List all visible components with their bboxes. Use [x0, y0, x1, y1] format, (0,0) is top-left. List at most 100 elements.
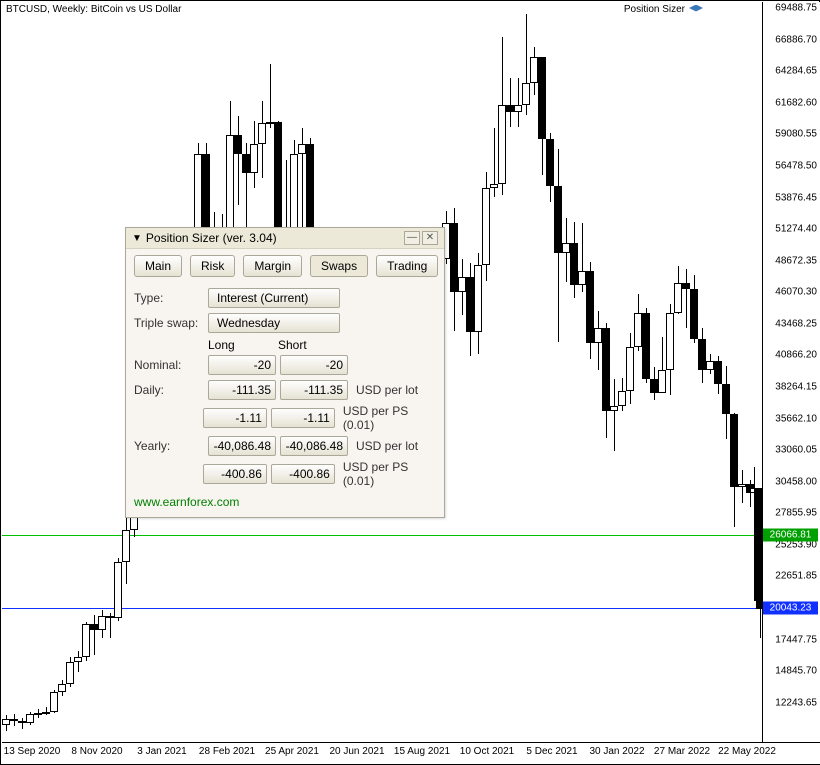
x-tick: 20 Jun 2021 — [329, 746, 384, 757]
y-tick: 14845.70 — [775, 666, 817, 677]
x-axis: 13 Sep 2020 8 Nov 2020 3 Jan 2021 28 Feb 20… — [2, 742, 820, 764]
candle — [602, 323, 610, 437]
close-button[interactable]: ✕ — [422, 231, 438, 245]
candle — [466, 263, 474, 356]
entry-price-line[interactable] — [2, 535, 762, 536]
candle — [498, 37, 506, 195]
chart-frame: BTCUSD, Weekly: BitCoin vs US Dollar Pos… — [0, 0, 820, 765]
graduation-icon — [689, 5, 703, 15]
tab-swaps[interactable]: Swaps — [310, 255, 368, 277]
yearly-long-lot: -40,086.48 — [208, 436, 276, 456]
y-tick: 59080.55 — [775, 129, 817, 140]
y-tick: 64284.65 — [775, 66, 817, 77]
indicator-badge[interactable]: Position Sizer — [624, 4, 703, 15]
yearly-short-lot: -40,086.48 — [280, 436, 348, 456]
candle — [562, 218, 570, 282]
minimize-button[interactable]: — — [404, 231, 420, 245]
candle — [738, 470, 746, 503]
candle — [258, 101, 266, 177]
tab-margin[interactable]: Margin — [243, 255, 302, 277]
candle — [250, 121, 258, 188]
x-tick: 13 Sep 2020 — [4, 746, 61, 757]
y-tick: 61682.60 — [775, 97, 817, 108]
candle — [266, 64, 274, 128]
daily-unit-lot: USD per lot — [356, 383, 418, 397]
y-tick: 46070.30 — [775, 287, 817, 298]
triple-swap-label: Triple swap: — [134, 316, 208, 330]
x-tick: 8 Nov 2020 — [71, 746, 122, 757]
triple-swap-field[interactable]: Wednesday — [208, 313, 340, 333]
candle — [698, 328, 706, 383]
indicator-name: Position Sizer — [624, 4, 685, 15]
tab-trading[interactable]: Trading — [376, 255, 438, 277]
candle — [682, 269, 690, 328]
yearly-long-ps: -400.86 — [203, 464, 267, 484]
candle — [538, 122, 546, 175]
type-field[interactable]: Interest (Current) — [208, 288, 340, 308]
candle — [122, 507, 130, 585]
daily-short-ps: -1.11 — [271, 408, 335, 428]
candle — [554, 149, 562, 342]
candle — [522, 14, 530, 115]
candle — [34, 709, 42, 717]
y-tick: 12243.65 — [775, 697, 817, 708]
x-tick: 28 Feb 2021 — [199, 746, 255, 757]
candle — [450, 208, 458, 331]
x-tick: 25 Apr 2021 — [265, 746, 319, 757]
y-tick: 43468.25 — [775, 318, 817, 329]
tab-risk[interactable]: Risk — [190, 255, 235, 277]
y-tick: 51274.40 — [775, 224, 817, 235]
yearly-unit-lot: USD per lot — [356, 439, 418, 453]
candle — [234, 116, 242, 205]
panel-title: Position Sizer (ver. 3.04) — [146, 231, 402, 245]
long-header: Long — [208, 338, 278, 352]
daily-short-lot: -111.35 — [280, 380, 348, 400]
candle — [610, 379, 618, 451]
candle — [458, 259, 466, 315]
entry-price-label: 26066.81 — [763, 528, 818, 541]
candle — [50, 690, 58, 713]
y-tick: 17447.75 — [775, 634, 817, 645]
candle — [546, 133, 554, 202]
candle — [506, 78, 514, 127]
type-label: Type: — [134, 291, 208, 305]
candle — [58, 680, 66, 696]
candle — [242, 143, 250, 240]
stop-price-label: 20043.23 — [763, 602, 818, 615]
candle — [90, 615, 98, 655]
nominal-label: Nominal: — [134, 358, 208, 372]
yearly-label: Yearly: — [134, 439, 208, 453]
collapse-icon[interactable]: ▼ — [132, 233, 142, 244]
y-axis: 69488.7566886.7064284.6561682.6059080.55… — [762, 2, 820, 742]
candle — [114, 558, 122, 621]
short-header: Short — [278, 338, 348, 352]
yearly-unit-ps: USD per PS (0.01) — [343, 460, 436, 488]
x-tick: 27 Mar 2022 — [654, 746, 710, 757]
candle — [714, 356, 722, 394]
y-tick: 33060.05 — [775, 445, 817, 456]
candle — [690, 275, 698, 343]
daily-unit-ps: USD per PS (0.01) — [343, 404, 436, 432]
candle — [618, 378, 626, 411]
candle — [26, 712, 34, 725]
candle — [2, 715, 10, 731]
position-sizer-panel: ▼ Position Sizer (ver. 3.04) — ✕ Main Ri… — [125, 227, 445, 518]
candle — [66, 657, 74, 687]
candle — [570, 222, 578, 298]
y-tick: 66886.70 — [775, 34, 817, 45]
y-tick: 48672.35 — [775, 255, 817, 266]
candle — [18, 718, 26, 729]
chart-title: BTCUSD, Weekly: BitCoin vs US Dollar — [6, 4, 181, 15]
x-tick: 3 Jan 2021 — [137, 746, 187, 757]
x-tick: 30 Jan 2022 — [589, 746, 644, 757]
candle — [658, 337, 666, 390]
y-tick: 56478.50 — [775, 161, 817, 172]
y-tick: 22651.85 — [775, 571, 817, 582]
candle — [626, 333, 634, 403]
tab-main[interactable]: Main — [134, 255, 182, 277]
candle — [482, 172, 490, 281]
earnforex-link[interactable]: www.earnforex.com — [134, 495, 239, 509]
panel-titlebar[interactable]: ▼ Position Sizer (ver. 3.04) — ✕ — [126, 228, 444, 249]
x-tick: 5 Dec 2021 — [526, 746, 577, 757]
candle — [674, 266, 682, 313]
